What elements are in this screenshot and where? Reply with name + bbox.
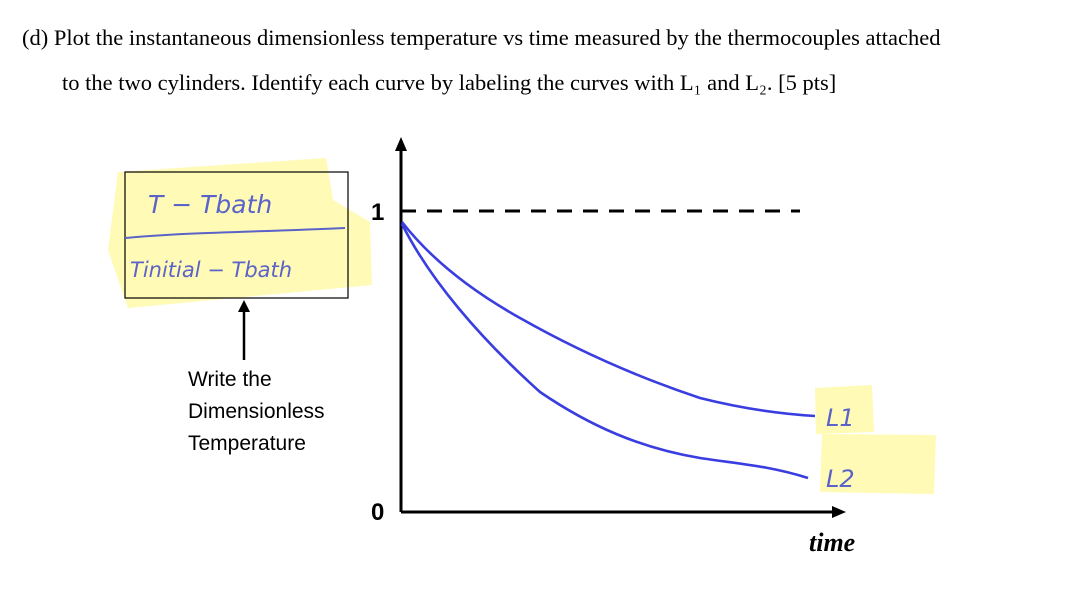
- instruction-line-1: Write the: [188, 368, 272, 391]
- label-l2: L2: [826, 465, 855, 493]
- question-line-2: to the two cylinders. Identify each curv…: [62, 70, 837, 95]
- answer-denominator: Tinitial − Tbath: [130, 258, 292, 282]
- answer-highlight: [108, 158, 372, 308]
- fraction-bar: [124, 227, 346, 239]
- curve-l1: [400, 221, 816, 418]
- y-tick-0: 0: [371, 499, 384, 526]
- l1-highlight: [815, 385, 874, 434]
- instruction-line-2: Dimensionless: [188, 400, 325, 423]
- pointer-arrow-head: [238, 300, 250, 312]
- y-tick-1: 1: [371, 199, 384, 226]
- x-axis-label: time: [809, 528, 856, 557]
- answer-box: [124, 171, 349, 299]
- answer-numerator: T − Tbath: [148, 190, 272, 219]
- l2-highlight: [820, 434, 936, 494]
- x-axis-arrow: [832, 506, 846, 518]
- question-line-1: (d) Plot the instantaneous dimensionless…: [22, 25, 941, 50]
- y-axis-arrow: [395, 137, 407, 151]
- curve-l2: [400, 223, 809, 480]
- instruction-line-3: Temperature: [188, 432, 306, 455]
- label-l1: L1: [826, 404, 855, 432]
